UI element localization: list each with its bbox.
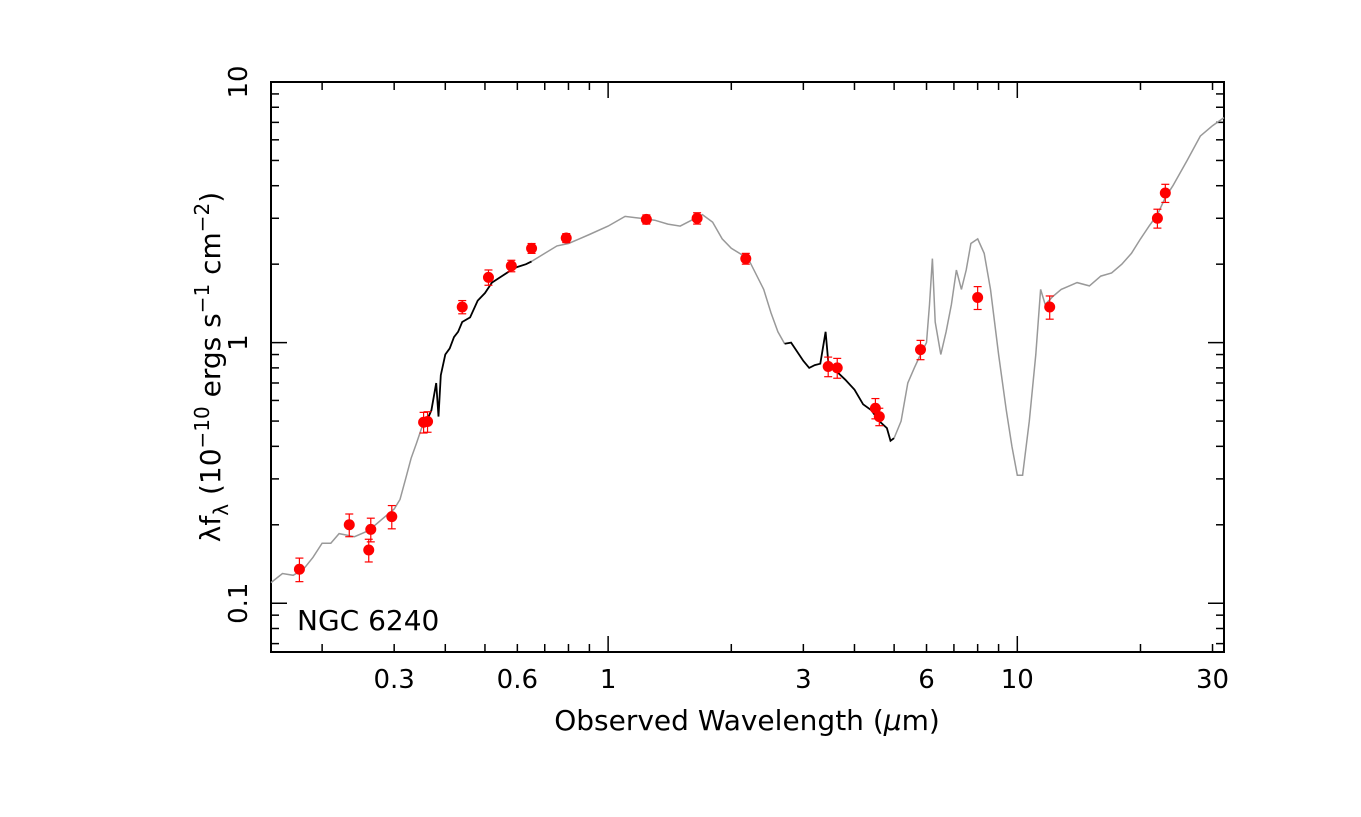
y-axis-title-open: (10	[194, 448, 227, 503]
observed-spectrum-line	[425, 260, 533, 422]
data-point	[822, 360, 834, 372]
data-point	[972, 291, 984, 303]
y-axis-title-sub: λ	[209, 504, 233, 516]
data-point	[422, 416, 434, 428]
data-point	[343, 519, 355, 531]
x-tick-label: 0.6	[497, 665, 538, 695]
data-point	[363, 544, 375, 556]
photometry-points	[293, 183, 1171, 583]
template-spectrum-line	[893, 116, 1225, 476]
y-axis-title-exp2: −1	[190, 284, 214, 313]
x-axis-title-mu: μ	[883, 704, 902, 737]
data-point	[640, 213, 652, 225]
data-point	[831, 362, 843, 374]
data-point	[365, 523, 377, 535]
data-point	[456, 301, 468, 313]
x-axis-title-unit: m)	[902, 704, 940, 737]
data-point	[526, 242, 538, 254]
data-point	[740, 253, 752, 265]
template-spectrum-line	[270, 420, 428, 584]
observed-spectrum-line	[784, 331, 895, 443]
data-point	[915, 344, 927, 356]
y-axis-title-exp1: −10	[190, 406, 214, 448]
x-tick-label: 1	[600, 665, 617, 695]
y-axis-title-close: )	[194, 192, 227, 203]
x-tick-label: 0.3	[373, 665, 414, 695]
y-tick-label: 10	[224, 65, 254, 98]
x-axis-title: Observed Wavelength (μm)	[554, 704, 940, 737]
data-point	[505, 260, 517, 272]
y-axis-title: λfλ (10−10 ergs s−1 cm−2)	[190, 192, 233, 542]
x-tick-label: 3	[795, 665, 812, 695]
data-point	[482, 271, 494, 283]
x-tick-label: 30	[1196, 665, 1229, 695]
y-tick-label: 1	[224, 334, 254, 351]
plot-frame	[270, 81, 1225, 653]
y-tick-labels: 0.1 1 10	[224, 65, 254, 623]
spectrum-lines	[270, 116, 1225, 584]
data-point	[691, 212, 703, 224]
data-point	[386, 511, 398, 523]
x-tick-label: 10	[1001, 665, 1034, 695]
data-point	[1044, 301, 1056, 313]
y-axis-title-f: f	[194, 515, 227, 526]
data-point	[1151, 212, 1163, 224]
data-point	[293, 563, 305, 575]
y-axis-title-exp3: −2	[190, 203, 214, 232]
x-axis-title-main: Observed Wavelength (	[554, 704, 884, 737]
data-point	[873, 411, 885, 423]
y-tick-label: 0.1	[224, 583, 254, 624]
data-point	[1159, 187, 1171, 199]
x-tick-label: 6	[918, 665, 935, 695]
template-spectrum-line	[531, 213, 786, 345]
object-label: NGC 6240	[297, 604, 439, 637]
axis-ticks	[271, 81, 1224, 652]
y-axis-title-mid2: cm	[194, 232, 227, 284]
x-tick-labels: 0.3 0.6 1 3 6 10 30	[373, 665, 1229, 695]
data-point	[560, 232, 572, 244]
y-axis-title-mid1: ergs s	[194, 313, 227, 406]
y-axis-title-lambda: λ	[194, 526, 227, 543]
